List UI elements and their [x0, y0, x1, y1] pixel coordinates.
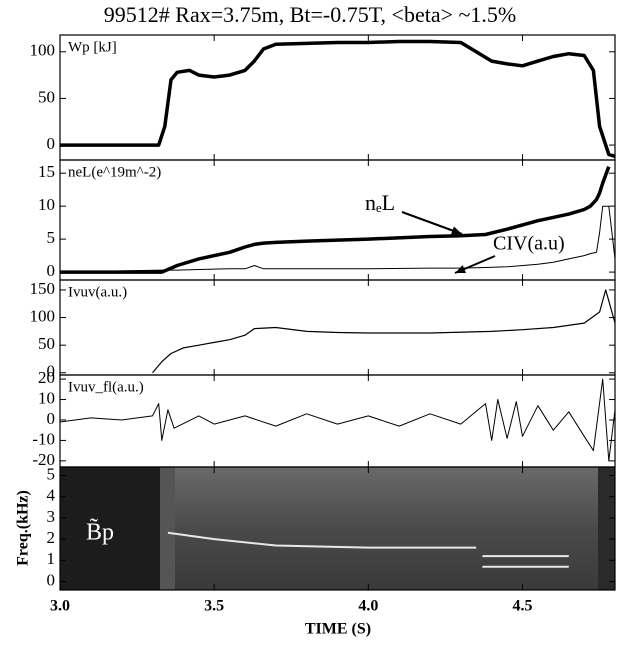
- panel-label: Ivuv_fl(a.u.): [68, 379, 144, 395]
- spectrogram-band: [598, 467, 615, 590]
- y-tick-label: 0: [47, 134, 56, 153]
- y-tick-label: 50: [38, 87, 55, 106]
- x-tick-label: 3.0: [50, 598, 70, 615]
- y-tick-label: 50: [38, 334, 55, 353]
- mode-label: B̃p: [86, 518, 114, 546]
- spectrogram-band: [160, 467, 175, 590]
- y-tick-label: 2: [47, 528, 56, 547]
- annotation-arrow: [401, 211, 463, 235]
- y-tick-label: 0: [47, 362, 56, 381]
- y-tick-label: 15: [38, 162, 55, 181]
- arrow-head: [451, 226, 462, 235]
- signal-line: [59, 378, 616, 462]
- x-tick-label: 4.0: [358, 598, 378, 615]
- panel-frame: [59, 279, 616, 376]
- panel-frame: [59, 466, 616, 591]
- annotation: CIV(a.u): [493, 233, 565, 255]
- y-tick-label: 0: [47, 570, 56, 589]
- x-tick-label: 4.5: [513, 598, 533, 615]
- y-tick-label: 0: [47, 409, 56, 428]
- y-axis-label: Freq.(kHz): [15, 490, 32, 566]
- y-tick-label: 10: [38, 195, 55, 214]
- panel-label: Wp [kJ]: [68, 39, 117, 55]
- signal-line: [60, 165, 611, 274]
- y-tick-label: -20: [32, 450, 55, 469]
- y-tick-label: 100: [30, 41, 56, 60]
- panel-frame: [59, 34, 616, 161]
- spectrogram-quiet: [60, 467, 160, 590]
- arrow-head: [455, 265, 466, 273]
- y-tick-label: 1: [47, 549, 56, 568]
- mode-ridge: [167, 531, 477, 549]
- y-tick-label: 5: [47, 464, 56, 483]
- x-tick-label: 3.5: [204, 598, 224, 615]
- y-tick-label: 150: [30, 279, 56, 298]
- y-tick-label: -10: [32, 429, 55, 448]
- y-tick-label: 0: [47, 261, 56, 280]
- y-tick-label: 4: [47, 486, 56, 505]
- y-tick-label: 20: [38, 368, 55, 387]
- signal-line: [60, 39, 616, 158]
- panel-label: neL(e^19m^-2): [68, 164, 161, 180]
- figure-title: 99512# Rax=3.75m, Bt=-0.75T, <beta> ~1.5…: [104, 2, 516, 27]
- y-tick-label: 100: [30, 306, 56, 325]
- y-tick-label: 10: [38, 388, 55, 407]
- annotation: nₑL: [365, 190, 395, 215]
- y-tick-label: 3: [47, 507, 56, 526]
- y-tick-label: 5: [47, 228, 56, 247]
- signal-line: [152, 289, 616, 374]
- panel-label: Ivuv(a.u.): [68, 284, 127, 300]
- x-axis-label: TIME (S): [305, 621, 371, 638]
